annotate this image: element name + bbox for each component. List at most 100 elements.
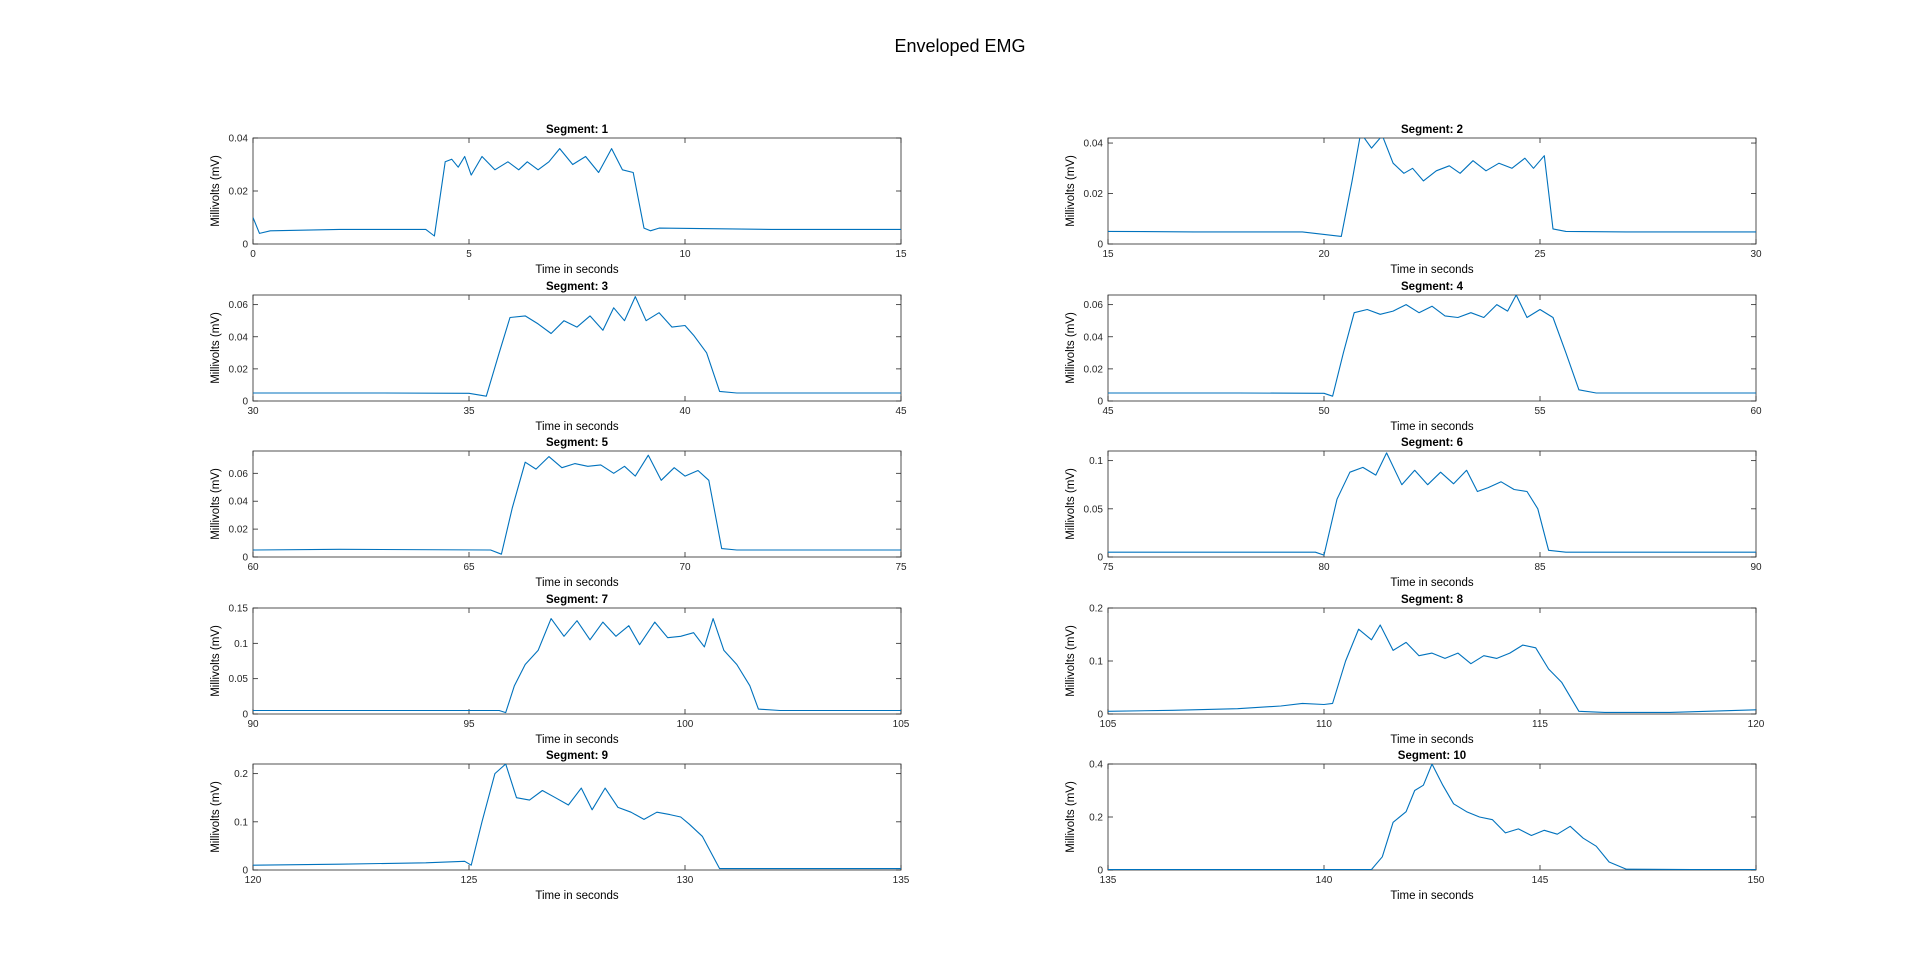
y-tick-label: 0.05 bbox=[229, 674, 249, 685]
x-tick-label: 15 bbox=[1102, 249, 1114, 260]
y-tick-label: 0.04 bbox=[229, 134, 249, 145]
x-tick-label: 45 bbox=[1102, 406, 1114, 417]
x-tick-label: 50 bbox=[1318, 406, 1330, 417]
x-axis-label: Time in seconds bbox=[535, 577, 619, 589]
subplot-9: Segment: 9 120 125 130 135 0 0.1 0.2 Time in sec… bbox=[210, 750, 910, 902]
y-tick-label: 0.1 bbox=[234, 639, 248, 650]
emg-envelope-line bbox=[1108, 764, 1756, 870]
x-tick-label: 45 bbox=[895, 406, 907, 417]
x-tick-label: 120 bbox=[245, 875, 262, 886]
x-axis-label: Time in seconds bbox=[1390, 890, 1474, 902]
y-tick-label: 0.2 bbox=[234, 769, 248, 780]
y-tick-label: 0.2 bbox=[1089, 604, 1103, 615]
y-axis-label: Millivolts (mV) bbox=[1065, 625, 1077, 697]
x-axis-label: Time in seconds bbox=[1390, 264, 1474, 276]
x-tick-label: 15 bbox=[895, 249, 907, 260]
plot-area bbox=[252, 450, 902, 558]
x-tick-label: 135 bbox=[893, 875, 910, 886]
subplot-6: Segment: 6 75 80 85 90 0 0.05 0.1 Time in second… bbox=[1065, 437, 1762, 589]
x-tick-label: 75 bbox=[1102, 562, 1114, 573]
x-tick-label: 60 bbox=[247, 562, 259, 573]
x-axis-label: Time in seconds bbox=[1390, 577, 1474, 589]
x-tick-label: 65 bbox=[463, 562, 475, 573]
subplot-title: Segment: 4 bbox=[1401, 281, 1464, 293]
x-axis-label: Time in seconds bbox=[1390, 421, 1474, 433]
x-tick-label: 85 bbox=[1534, 562, 1546, 573]
y-tick-label: 0 bbox=[1097, 553, 1103, 564]
y-tick-label: 0.02 bbox=[229, 525, 249, 536]
y-axis-label: Millivolts (mV) bbox=[210, 155, 222, 227]
y-tick-label: 0 bbox=[242, 710, 248, 721]
emg-envelope-line bbox=[253, 618, 901, 714]
emg-envelope-line bbox=[1108, 452, 1756, 556]
subplot-7: Segment: 7 90 95 100 105 0 0.05 0.1 0.15 Time in … bbox=[210, 594, 910, 746]
plot-area bbox=[252, 137, 902, 245]
x-tick-label: 130 bbox=[677, 875, 694, 886]
subplot-title: Segment: 10 bbox=[1398, 750, 1466, 762]
subplot-1: Segment: 1 0 5 10 15 0 0.02 0.04 Time in seconds… bbox=[210, 124, 907, 276]
x-tick-label: 150 bbox=[1748, 875, 1765, 886]
figure-title: Enveloped EMG bbox=[894, 36, 1026, 56]
y-tick-label: 0.06 bbox=[1084, 300, 1104, 311]
x-tick-label: 110 bbox=[1316, 719, 1332, 730]
subplot-title: Segment: 9 bbox=[546, 750, 608, 762]
y-tick-label: 0 bbox=[1097, 866, 1103, 877]
x-tick-label: 80 bbox=[1318, 562, 1330, 573]
y-tick-label: 0.4 bbox=[1089, 760, 1103, 771]
y-tick-label: 0 bbox=[242, 397, 248, 408]
x-tick-label: 135 bbox=[1100, 875, 1117, 886]
emg-envelope-line bbox=[253, 148, 901, 237]
subplot-title: Segment: 1 bbox=[546, 124, 609, 136]
x-tick-label: 120 bbox=[1748, 719, 1765, 730]
x-tick-label: 70 bbox=[679, 562, 691, 573]
y-tick-label: 0.1 bbox=[1089, 657, 1103, 668]
subplot-4: Segment: 4 45 50 55 60 0 0.02 0.04 0.06 Time in s… bbox=[1065, 281, 1762, 433]
y-tick-label: 0 bbox=[1097, 710, 1103, 721]
subplot-title: Segment: 7 bbox=[546, 594, 608, 606]
x-tick-label: 95 bbox=[463, 719, 475, 730]
x-tick-label: 105 bbox=[893, 719, 910, 730]
y-tick-label: 0.1 bbox=[1089, 456, 1103, 467]
y-tick-label: 0 bbox=[1097, 397, 1103, 408]
subplot-8: Segment: 8 105 110 115 120 0 0.1 0.2 Time in sec… bbox=[1065, 594, 1765, 746]
y-axis-label: Millivolts (mV) bbox=[1065, 155, 1077, 227]
y-axis-label: Millivolts (mV) bbox=[1065, 468, 1077, 540]
y-tick-label: 0.06 bbox=[229, 300, 249, 311]
x-tick-label: 55 bbox=[1534, 406, 1546, 417]
y-tick-label: 0.04 bbox=[229, 497, 249, 508]
plot-area bbox=[252, 607, 902, 715]
y-tick-label: 0.05 bbox=[1084, 504, 1104, 515]
x-tick-label: 125 bbox=[461, 875, 478, 886]
x-tick-label: 90 bbox=[1750, 562, 1762, 573]
y-tick-label: 0.02 bbox=[229, 187, 249, 198]
x-tick-label: 0 bbox=[250, 249, 256, 260]
y-tick-label: 0.02 bbox=[229, 364, 249, 375]
emg-envelope-line bbox=[1108, 295, 1756, 397]
x-tick-label: 25 bbox=[1534, 249, 1546, 260]
plot-area bbox=[1107, 763, 1757, 871]
x-tick-label: 100 bbox=[677, 719, 694, 730]
plot-area bbox=[252, 763, 902, 871]
subplot-5: Segment: 5 60 65 70 75 0 0.02 0.04 0.06 Time in s… bbox=[210, 437, 907, 589]
x-tick-label: 30 bbox=[247, 406, 259, 417]
x-tick-label: 20 bbox=[1318, 249, 1330, 260]
emg-envelope-line bbox=[253, 764, 901, 870]
x-axis-label: Time in seconds bbox=[535, 734, 619, 746]
x-axis-label: Time in seconds bbox=[535, 421, 619, 433]
x-tick-label: 115 bbox=[1532, 719, 1548, 730]
emg-envelope-line bbox=[1108, 138, 1756, 237]
x-axis-label: Time in seconds bbox=[1390, 734, 1474, 746]
y-tick-label: 0.04 bbox=[1084, 139, 1104, 150]
emg-envelope-line bbox=[253, 454, 901, 555]
y-axis-label: Millivolts (mV) bbox=[1065, 781, 1077, 853]
y-axis-label: Millivolts (mV) bbox=[210, 781, 222, 853]
subplot-title: Segment: 5 bbox=[546, 437, 609, 449]
subplot-3: Segment: 3 30 35 40 45 0 0.02 0.04 0.06 Time in s… bbox=[210, 281, 907, 433]
x-tick-label: 30 bbox=[1750, 249, 1762, 260]
x-tick-label: 90 bbox=[247, 719, 259, 730]
subplot-title: Segment: 2 bbox=[1401, 124, 1463, 136]
x-axis-label: Time in seconds bbox=[535, 264, 619, 276]
y-tick-label: 0.02 bbox=[1084, 364, 1104, 375]
y-tick-label: 0.04 bbox=[1084, 332, 1104, 343]
x-tick-label: 75 bbox=[895, 562, 907, 573]
